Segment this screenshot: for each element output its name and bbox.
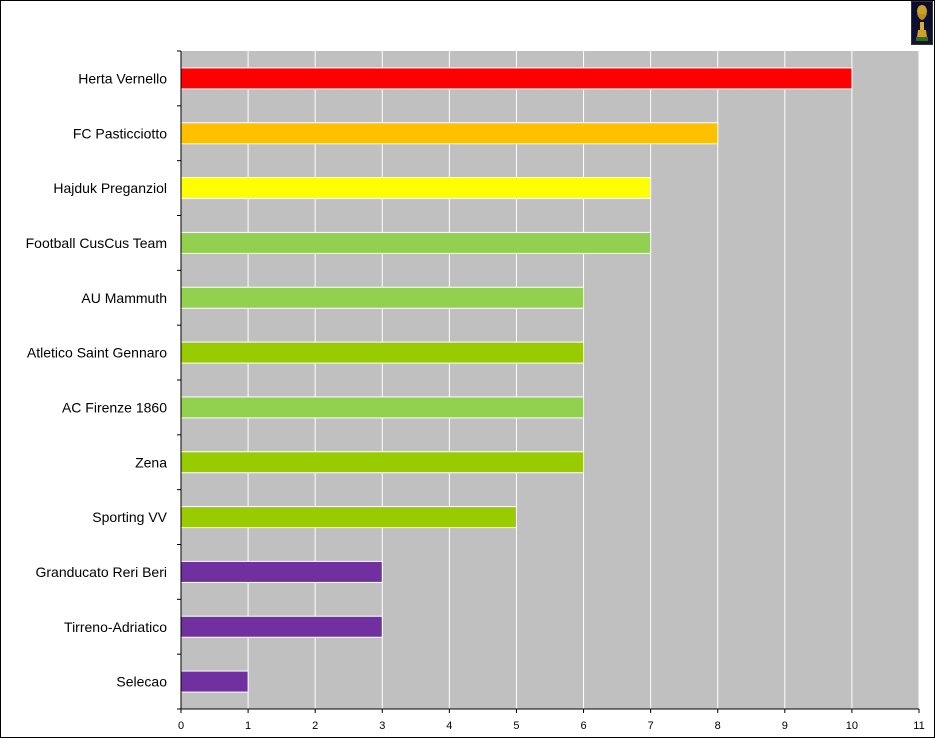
bar <box>180 177 652 200</box>
category-label: Sporting VV <box>92 509 167 525</box>
category-label: Football CusCus Team <box>26 235 167 251</box>
x-tick-label: 9 <box>782 720 788 732</box>
bar <box>180 341 585 364</box>
bar <box>180 396 585 419</box>
bar <box>180 231 652 254</box>
category-label: Hajduk Preganziol <box>53 180 167 196</box>
bar <box>180 122 719 145</box>
x-tick-label: 2 <box>312 720 318 732</box>
x-tick-label: 7 <box>648 720 654 732</box>
plot-area <box>181 51 919 709</box>
bar <box>180 451 585 474</box>
trophy-icon <box>911 1 933 45</box>
category-label: AC Firenze 1860 <box>62 399 167 415</box>
x-tick-label: 5 <box>513 720 519 732</box>
bar <box>180 560 383 583</box>
x-tick-label: 3 <box>379 720 385 732</box>
category-label: AU Mammuth <box>81 290 167 306</box>
bar <box>180 67 853 90</box>
x-tick-label: 4 <box>446 720 452 732</box>
bar <box>180 615 383 638</box>
category-label: Zena <box>135 454 167 470</box>
x-tick-label: 10 <box>846 720 858 732</box>
bar <box>180 670 249 693</box>
category-label: Selecao <box>116 674 167 690</box>
x-tick-label: 0 <box>178 720 184 732</box>
category-label: Atletico Saint Gennaro <box>27 345 167 361</box>
category-label: Herta Vernello <box>78 70 167 86</box>
category-label: Granducato Reri Beri <box>35 564 167 580</box>
x-tick-label: 8 <box>715 720 721 732</box>
category-label: FC Pasticciotto <box>73 125 167 141</box>
x-tick-label: 6 <box>580 720 586 732</box>
x-tick-label: 1 <box>245 720 251 732</box>
bar <box>180 506 517 529</box>
category-label: Tirreno-Adriatico <box>64 619 167 635</box>
bar <box>180 286 585 309</box>
x-tick-label: 11 <box>913 720 924 732</box>
